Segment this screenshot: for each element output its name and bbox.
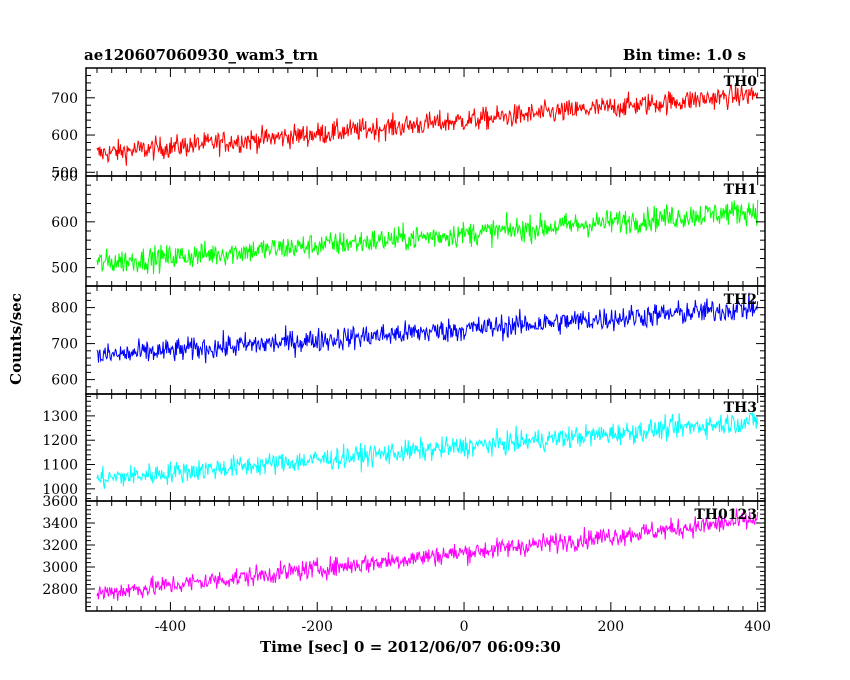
y-tick-label: 2800 [42, 582, 78, 598]
y-tick-label: 1100 [42, 458, 78, 474]
y-tick-label: 1200 [42, 433, 78, 449]
y-tick-label: 3400 [42, 516, 78, 532]
x-tick-label: -400 [155, 619, 186, 635]
y-tick-label: 3200 [42, 538, 78, 554]
bin-time-label: Bin time: 1.0 s [622, 46, 746, 64]
y-tick-label: 600 [51, 215, 78, 231]
y-tick-label: 800 [51, 301, 78, 317]
x-axis-label: Time [sec] 0 = 2012/06/07 06:09:30 [260, 638, 561, 656]
panel-frame [85, 67, 766, 177]
y-tick-label: 3000 [42, 560, 78, 576]
y-tick-label: 700 [51, 169, 78, 185]
y-tick-label: 600 [51, 373, 78, 389]
series-line-th0123 [96, 508, 759, 601]
y-tick-label: 700 [51, 91, 78, 107]
x-tick-label: 200 [597, 619, 624, 635]
y-tick-label: 3600 [42, 494, 78, 510]
series-label: TH0 [724, 74, 758, 90]
x-tick-label: -200 [302, 619, 333, 635]
series-label: TH2 [724, 292, 757, 308]
x-tick-label: 0 [460, 619, 469, 635]
panel-frame [85, 500, 766, 612]
series-line-th3 [96, 412, 759, 489]
series-label: TH0123 [694, 507, 757, 523]
panel-frame [85, 393, 766, 502]
y-tick-label: 1300 [42, 409, 78, 425]
series-label: TH3 [724, 400, 757, 416]
y-tick-label: 600 [51, 128, 78, 144]
y-tick-label: 1000 [42, 482, 78, 498]
series-line-th1 [96, 199, 759, 275]
y-tick-label: 500 [51, 261, 78, 277]
series-line-th2 [96, 292, 759, 364]
panel-frame [85, 175, 766, 287]
y-tick-label: 500 [51, 165, 78, 181]
y-tick-label: 700 [51, 337, 78, 353]
chart-title: ae120607060930_wam3_trn [84, 46, 319, 64]
x-tick-label: 400 [744, 619, 771, 635]
series-label: TH1 [724, 182, 757, 198]
series-line-th0 [96, 83, 759, 166]
